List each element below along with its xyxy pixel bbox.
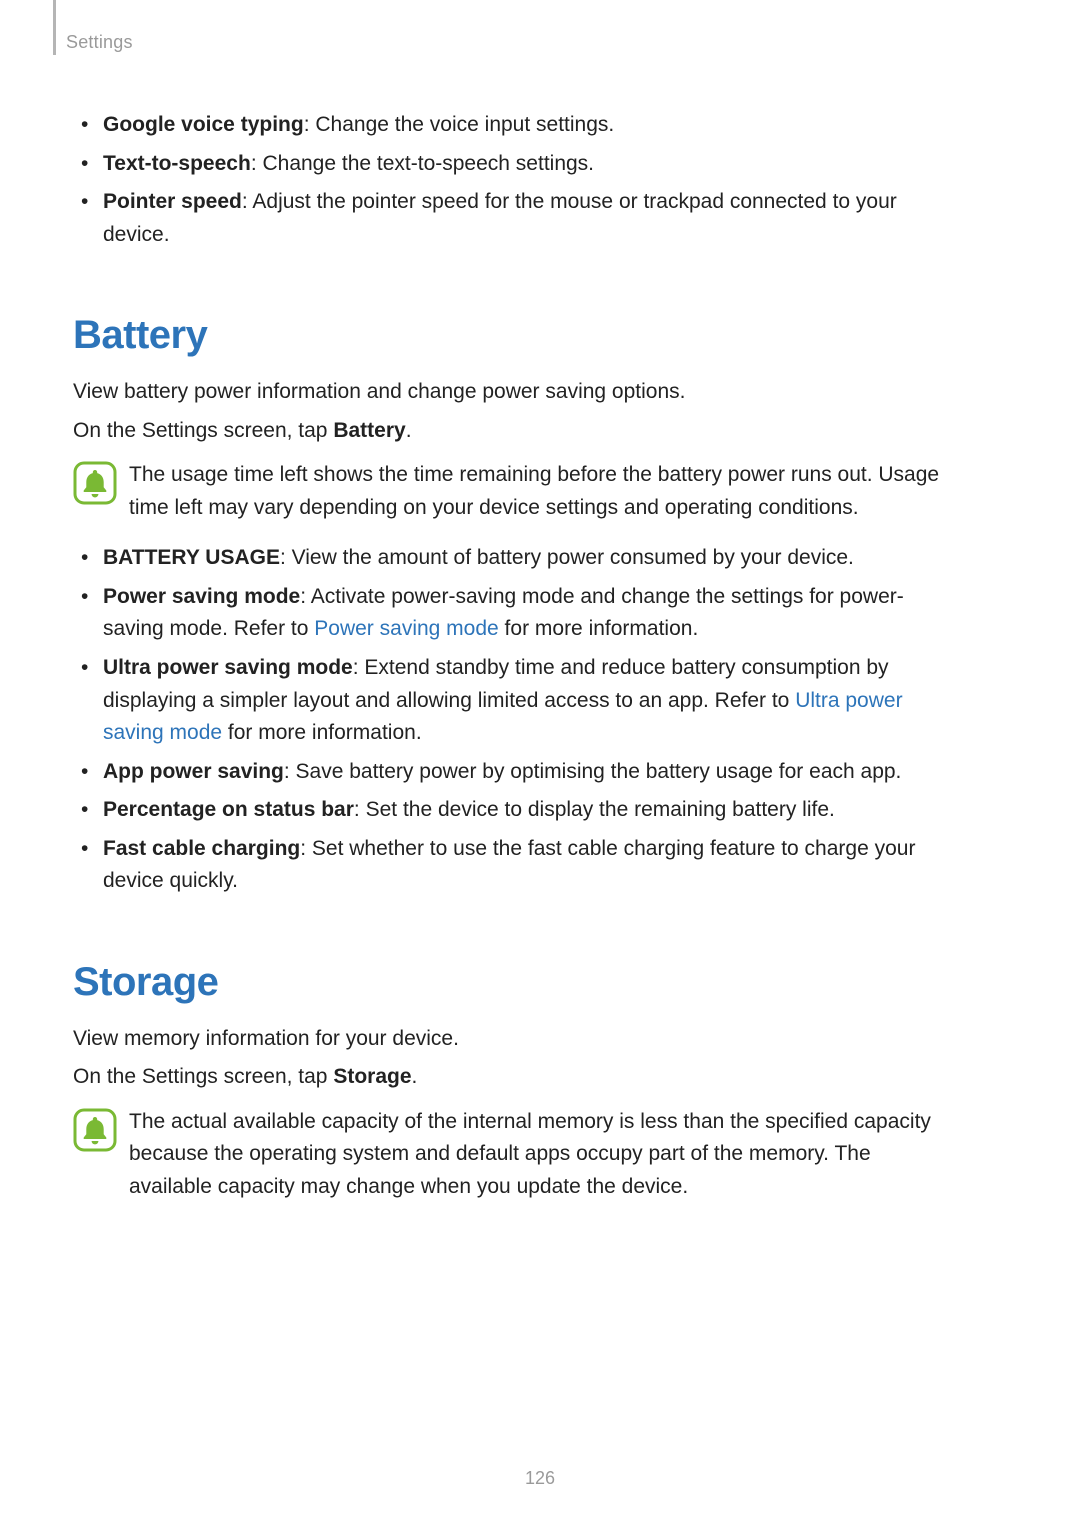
list-item: Percentage on status bar: Set the device…: [103, 794, 943, 827]
item-label: Percentage on status bar: [103, 798, 354, 821]
list-item: BATTERY USAGE: View the amount of batter…: [103, 542, 943, 575]
item-label: Google voice typing: [103, 113, 304, 136]
note-block: The actual available capacity of the int…: [73, 1106, 943, 1204]
section-heading-storage: Storage: [73, 960, 943, 1005]
breadcrumb: Settings: [66, 32, 133, 53]
page-content: Google voice typing: Change the voice in…: [73, 105, 943, 1222]
input-options-list: Google voice typing: Change the voice in…: [73, 109, 943, 251]
instruction-post: .: [412, 1065, 418, 1088]
item-desc: : Change the voice input settings.: [304, 113, 615, 136]
section-heading-battery: Battery: [73, 313, 943, 358]
bell-note-icon: [73, 461, 117, 505]
list-item: Fast cable charging: Set whether to use …: [103, 833, 943, 898]
note-text: The usage time left shows the time remai…: [129, 459, 943, 524]
item-label: BATTERY USAGE: [103, 546, 280, 569]
note-block: The usage time left shows the time remai…: [73, 459, 943, 524]
link-power-saving-mode[interactable]: Power saving mode: [314, 617, 498, 640]
battery-instruction: On the Settings screen, tap Battery.: [73, 415, 943, 448]
storage-intro: View memory information for your device.: [73, 1023, 943, 1056]
item-desc-tail: for more information.: [499, 617, 699, 640]
instruction-pre: On the Settings screen, tap: [73, 419, 333, 442]
instruction-post: .: [406, 419, 412, 442]
item-label: Power saving mode: [103, 585, 300, 608]
header-mark: [53, 0, 56, 55]
page-number: 126: [0, 1468, 1080, 1489]
item-desc: : Set the device to display the remainin…: [354, 798, 835, 821]
instruction-bold: Battery: [333, 419, 405, 442]
item-label: Ultra power saving mode: [103, 656, 353, 679]
list-item: Text-to-speech: Change the text-to-speec…: [103, 148, 943, 181]
note-text: The actual available capacity of the int…: [129, 1106, 943, 1204]
list-item: Google voice typing: Change the voice in…: [103, 109, 943, 142]
list-item: Power saving mode: Activate power-saving…: [103, 581, 943, 646]
instruction-bold: Storage: [333, 1065, 411, 1088]
list-item: Ultra power saving mode: Extend standby …: [103, 652, 943, 750]
item-desc: : View the amount of battery power consu…: [280, 546, 854, 569]
item-label: App power saving: [103, 760, 284, 783]
instruction-pre: On the Settings screen, tap: [73, 1065, 333, 1088]
item-label: Text-to-speech: [103, 152, 251, 175]
item-desc: : Save battery power by optimising the b…: [284, 760, 902, 783]
battery-intro: View battery power information and chang…: [73, 376, 943, 409]
battery-options-list: BATTERY USAGE: View the amount of batter…: [73, 542, 943, 897]
bell-note-icon: [73, 1108, 117, 1152]
list-item: App power saving: Save battery power by …: [103, 756, 943, 789]
item-desc-tail: for more information.: [222, 721, 422, 744]
item-label: Pointer speed: [103, 190, 242, 213]
storage-instruction: On the Settings screen, tap Storage.: [73, 1061, 943, 1094]
item-label: Fast cable charging: [103, 837, 300, 860]
list-item: Pointer speed: Adjust the pointer speed …: [103, 186, 943, 251]
item-desc: : Change the text-to-speech settings.: [251, 152, 594, 175]
